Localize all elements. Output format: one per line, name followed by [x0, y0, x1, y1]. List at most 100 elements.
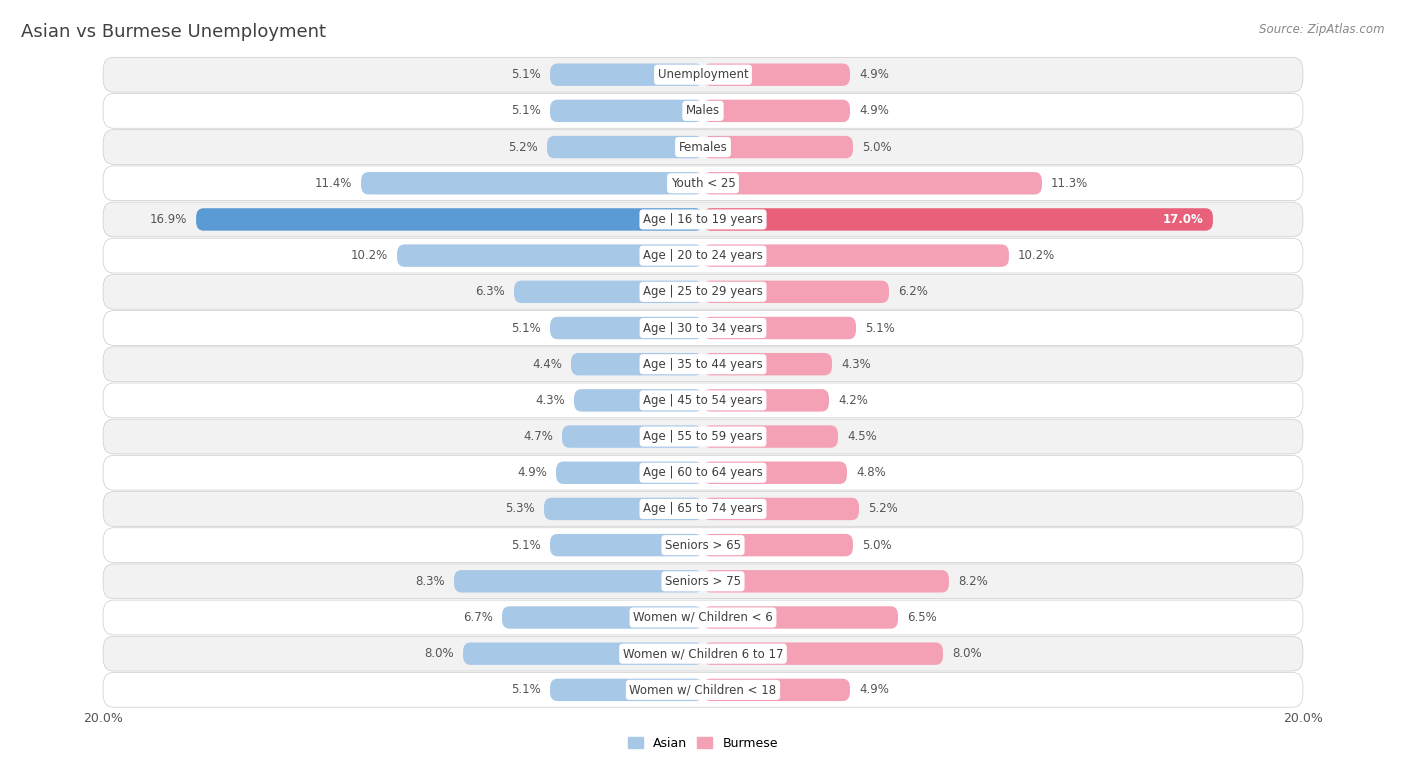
Text: 17.0%: 17.0%: [1163, 213, 1204, 226]
FancyBboxPatch shape: [547, 136, 703, 158]
FancyBboxPatch shape: [103, 202, 1303, 237]
FancyBboxPatch shape: [103, 94, 1303, 128]
Text: 4.3%: 4.3%: [841, 358, 870, 371]
Text: 6.7%: 6.7%: [463, 611, 494, 624]
FancyBboxPatch shape: [103, 419, 1303, 454]
FancyBboxPatch shape: [103, 129, 1303, 164]
Text: 4.2%: 4.2%: [838, 394, 868, 407]
FancyBboxPatch shape: [550, 534, 703, 556]
Text: 11.3%: 11.3%: [1050, 177, 1088, 190]
Text: Age | 35 to 44 years: Age | 35 to 44 years: [643, 358, 763, 371]
Text: 4.4%: 4.4%: [531, 358, 562, 371]
Text: Age | 30 to 34 years: Age | 30 to 34 years: [643, 322, 763, 335]
Text: Age | 20 to 24 years: Age | 20 to 24 years: [643, 249, 763, 262]
FancyBboxPatch shape: [703, 64, 851, 86]
Text: Asian vs Burmese Unemployment: Asian vs Burmese Unemployment: [21, 23, 326, 41]
Text: Women w/ Children < 18: Women w/ Children < 18: [630, 684, 776, 696]
Text: Age | 16 to 19 years: Age | 16 to 19 years: [643, 213, 763, 226]
Text: Women w/ Children < 6: Women w/ Children < 6: [633, 611, 773, 624]
Text: 20.0%: 20.0%: [83, 712, 124, 725]
Text: Age | 45 to 54 years: Age | 45 to 54 years: [643, 394, 763, 407]
FancyBboxPatch shape: [103, 672, 1303, 707]
Text: 8.2%: 8.2%: [957, 575, 987, 587]
FancyBboxPatch shape: [103, 528, 1303, 562]
Text: 10.2%: 10.2%: [352, 249, 388, 262]
FancyBboxPatch shape: [703, 172, 1042, 195]
Text: 6.3%: 6.3%: [475, 285, 505, 298]
Text: Age | 60 to 64 years: Age | 60 to 64 years: [643, 466, 763, 479]
Text: 11.4%: 11.4%: [315, 177, 352, 190]
FancyBboxPatch shape: [361, 172, 703, 195]
FancyBboxPatch shape: [703, 281, 889, 303]
FancyBboxPatch shape: [103, 456, 1303, 490]
FancyBboxPatch shape: [550, 64, 703, 86]
FancyBboxPatch shape: [103, 637, 1303, 671]
FancyBboxPatch shape: [103, 166, 1303, 201]
Text: 8.0%: 8.0%: [425, 647, 454, 660]
FancyBboxPatch shape: [562, 425, 703, 448]
Text: 5.1%: 5.1%: [865, 322, 894, 335]
Text: Age | 25 to 29 years: Age | 25 to 29 years: [643, 285, 763, 298]
FancyBboxPatch shape: [571, 353, 703, 375]
FancyBboxPatch shape: [463, 643, 703, 665]
FancyBboxPatch shape: [550, 679, 703, 701]
FancyBboxPatch shape: [703, 462, 846, 484]
Text: 4.5%: 4.5%: [846, 430, 877, 443]
FancyBboxPatch shape: [103, 275, 1303, 309]
FancyBboxPatch shape: [574, 389, 703, 412]
FancyBboxPatch shape: [703, 245, 1010, 267]
Text: 4.7%: 4.7%: [523, 430, 553, 443]
Text: Females: Females: [679, 141, 727, 154]
Text: Age | 65 to 74 years: Age | 65 to 74 years: [643, 503, 763, 516]
Text: Source: ZipAtlas.com: Source: ZipAtlas.com: [1260, 23, 1385, 36]
Text: Women w/ Children 6 to 17: Women w/ Children 6 to 17: [623, 647, 783, 660]
Text: 8.0%: 8.0%: [952, 647, 981, 660]
Text: Unemployment: Unemployment: [658, 68, 748, 81]
Text: 4.8%: 4.8%: [856, 466, 886, 479]
Text: 5.0%: 5.0%: [862, 141, 891, 154]
Text: 4.9%: 4.9%: [859, 68, 889, 81]
FancyBboxPatch shape: [555, 462, 703, 484]
Text: 5.0%: 5.0%: [862, 539, 891, 552]
Text: Seniors > 65: Seniors > 65: [665, 539, 741, 552]
FancyBboxPatch shape: [550, 100, 703, 122]
FancyBboxPatch shape: [703, 497, 859, 520]
Text: 4.9%: 4.9%: [517, 466, 547, 479]
Text: 10.2%: 10.2%: [1018, 249, 1054, 262]
Text: 5.2%: 5.2%: [868, 503, 897, 516]
FancyBboxPatch shape: [103, 238, 1303, 273]
Text: 16.9%: 16.9%: [149, 213, 187, 226]
FancyBboxPatch shape: [703, 353, 832, 375]
Text: 4.9%: 4.9%: [859, 104, 889, 117]
Text: 5.1%: 5.1%: [512, 68, 541, 81]
FancyBboxPatch shape: [703, 100, 851, 122]
Text: 5.1%: 5.1%: [512, 539, 541, 552]
Text: 8.3%: 8.3%: [415, 575, 446, 587]
FancyBboxPatch shape: [103, 58, 1303, 92]
Text: Males: Males: [686, 104, 720, 117]
Text: 4.3%: 4.3%: [536, 394, 565, 407]
Text: 4.9%: 4.9%: [859, 684, 889, 696]
FancyBboxPatch shape: [703, 570, 949, 593]
FancyBboxPatch shape: [103, 347, 1303, 382]
Text: 5.3%: 5.3%: [505, 503, 536, 516]
Text: 5.1%: 5.1%: [512, 322, 541, 335]
FancyBboxPatch shape: [396, 245, 703, 267]
Text: 6.2%: 6.2%: [898, 285, 928, 298]
FancyBboxPatch shape: [103, 564, 1303, 599]
FancyBboxPatch shape: [103, 600, 1303, 635]
FancyBboxPatch shape: [544, 497, 703, 520]
Text: Age | 55 to 59 years: Age | 55 to 59 years: [643, 430, 763, 443]
FancyBboxPatch shape: [502, 606, 703, 629]
Text: 5.1%: 5.1%: [512, 684, 541, 696]
Text: Seniors > 75: Seniors > 75: [665, 575, 741, 587]
FancyBboxPatch shape: [703, 389, 830, 412]
Text: 5.2%: 5.2%: [509, 141, 538, 154]
FancyBboxPatch shape: [703, 679, 851, 701]
Text: 5.1%: 5.1%: [512, 104, 541, 117]
FancyBboxPatch shape: [454, 570, 703, 593]
FancyBboxPatch shape: [515, 281, 703, 303]
FancyBboxPatch shape: [550, 316, 703, 339]
FancyBboxPatch shape: [195, 208, 703, 231]
FancyBboxPatch shape: [703, 534, 853, 556]
